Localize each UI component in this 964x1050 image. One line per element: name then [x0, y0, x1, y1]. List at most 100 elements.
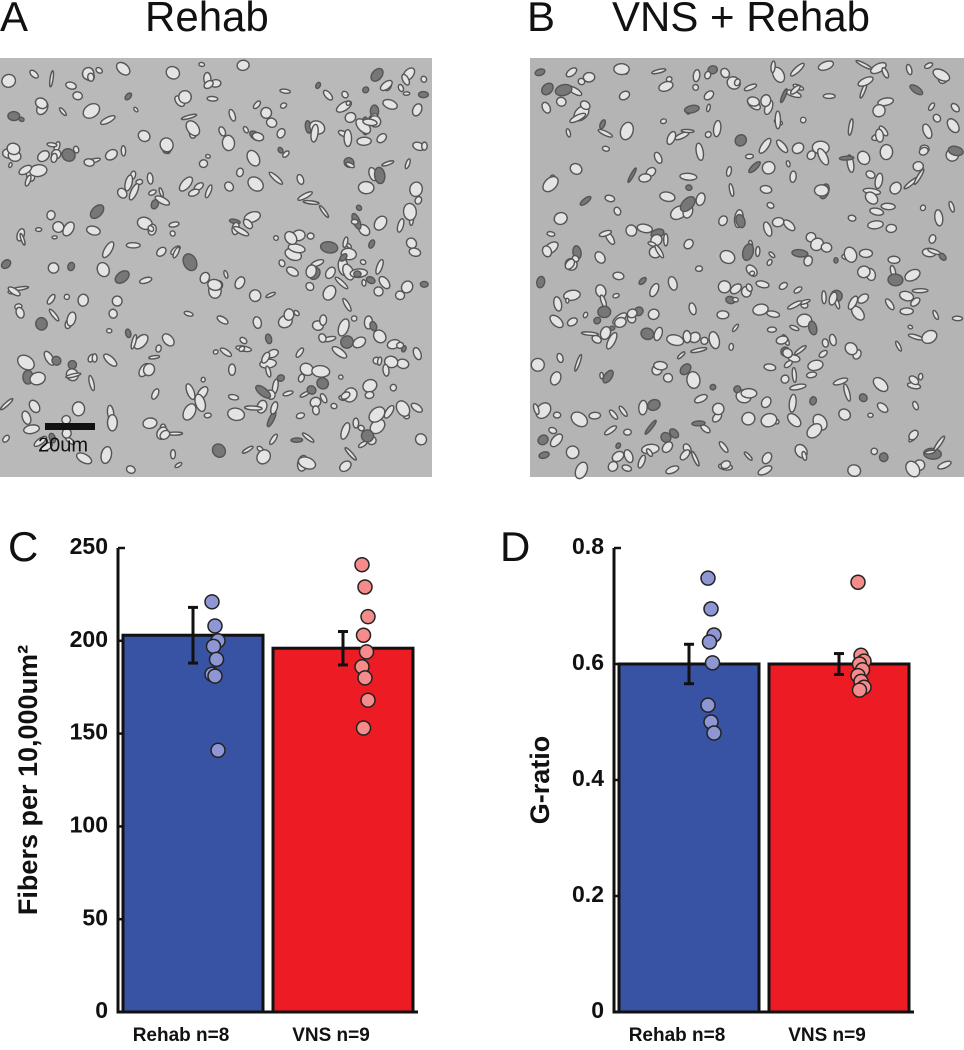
fiber	[24, 174, 32, 187]
fiber	[731, 323, 740, 333]
fiber	[791, 366, 798, 383]
fiber	[99, 114, 116, 126]
fiber	[51, 235, 58, 240]
fiber	[653, 326, 664, 342]
fiber	[874, 128, 885, 143]
fiber	[6, 142, 21, 156]
y-tick-label: 250	[70, 533, 108, 559]
fiber	[48, 308, 60, 322]
fiber	[899, 307, 915, 316]
fiber	[599, 371, 605, 380]
fiber	[279, 102, 288, 109]
fiber	[236, 59, 250, 72]
fiber	[362, 118, 378, 127]
fiber	[148, 354, 161, 360]
fiber	[297, 456, 317, 470]
y-axis-label: Fibers per 10,000um²	[13, 645, 43, 915]
fiber	[133, 333, 149, 350]
fiber	[582, 71, 596, 83]
data-point	[204, 594, 220, 610]
fiber	[62, 221, 75, 237]
fiber	[749, 270, 756, 277]
fiber	[251, 131, 265, 142]
fiber	[376, 133, 388, 144]
fiber	[626, 308, 638, 319]
fiber	[397, 83, 405, 93]
fiber	[692, 69, 701, 83]
fiber	[951, 315, 964, 322]
fiber	[569, 112, 587, 124]
fiber	[138, 276, 153, 285]
fiber	[692, 83, 700, 91]
x-tick-label: Rehab n=8	[629, 1025, 726, 1046]
fiber	[653, 151, 663, 165]
fiber	[553, 296, 563, 312]
fiber	[368, 239, 376, 249]
fiber	[368, 406, 386, 423]
fiber	[690, 450, 700, 467]
fiber	[357, 424, 366, 432]
fiber	[644, 419, 657, 435]
fiber	[646, 398, 661, 412]
fiber	[627, 167, 637, 184]
data-point	[850, 574, 866, 590]
error-bar	[338, 630, 348, 667]
fiber	[821, 338, 830, 348]
fiber	[260, 106, 273, 119]
fiber	[161, 333, 175, 347]
fiber	[216, 315, 229, 325]
fiber	[530, 357, 545, 372]
scale-bar-label: 20um	[38, 434, 88, 456]
fiber	[735, 213, 746, 229]
fiber	[306, 232, 315, 240]
fiber	[419, 280, 429, 288]
fiber	[685, 184, 693, 192]
fiber	[801, 450, 808, 461]
fiber	[412, 346, 423, 361]
fiber	[791, 142, 805, 155]
fiber	[50, 152, 58, 164]
fiber	[359, 259, 367, 266]
fiber	[554, 83, 573, 97]
fiber	[206, 95, 219, 102]
fiber	[613, 206, 622, 216]
fiber	[242, 218, 254, 230]
fiber	[619, 121, 634, 141]
fiber	[382, 363, 390, 377]
fiber	[287, 243, 306, 254]
fiber	[125, 241, 141, 249]
fiber	[345, 161, 356, 169]
fiber	[402, 202, 417, 221]
fiber	[662, 232, 669, 247]
fiber	[46, 142, 58, 148]
fiber	[623, 449, 634, 464]
fiber	[679, 172, 698, 181]
fiber	[155, 344, 162, 353]
fiber	[318, 204, 330, 219]
bar	[121, 633, 265, 1014]
fiber	[917, 372, 924, 381]
fiber	[168, 221, 180, 228]
fiber	[373, 166, 386, 185]
fiber	[305, 281, 315, 292]
fiber	[822, 93, 836, 100]
fiber	[879, 143, 894, 161]
fiber	[365, 276, 376, 285]
fiber	[937, 460, 952, 470]
fiber	[362, 86, 370, 94]
fiber	[908, 429, 919, 441]
fiber	[246, 149, 261, 167]
fiber	[239, 336, 248, 345]
fiber	[838, 408, 852, 421]
fiber	[565, 297, 570, 304]
fiber	[934, 209, 944, 227]
y-tick-label: 200	[70, 626, 108, 652]
y-tick-label: 0.8	[572, 533, 604, 559]
fiber	[869, 61, 887, 75]
fiber	[180, 113, 198, 121]
x-tick-label: VNS n=9	[788, 1025, 866, 1046]
fiber	[52, 221, 65, 234]
fiber	[34, 97, 49, 110]
fiber	[296, 173, 305, 185]
fiber	[766, 326, 778, 333]
